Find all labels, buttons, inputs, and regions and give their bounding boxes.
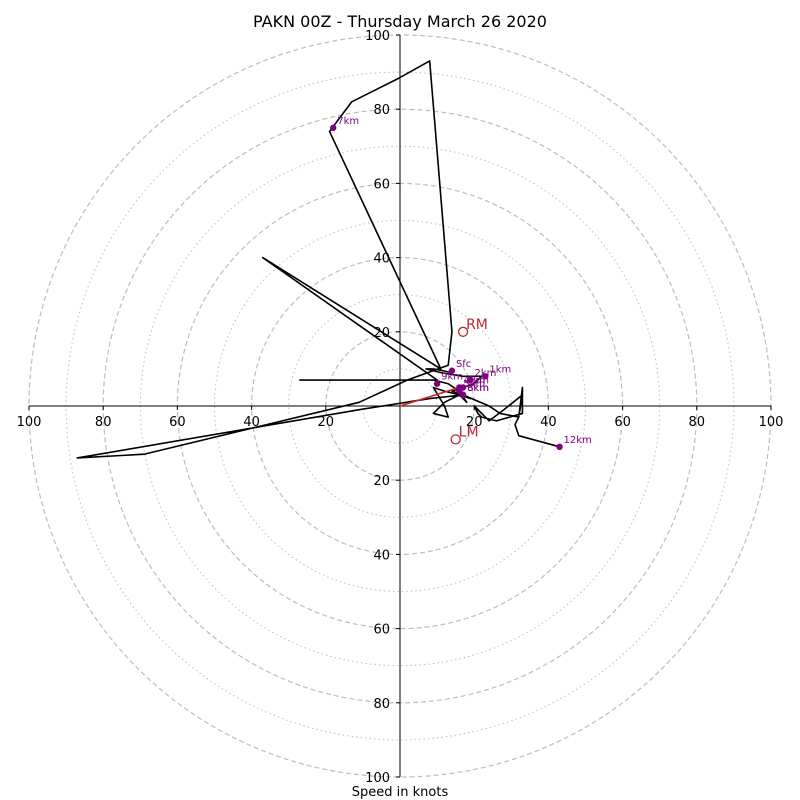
storm-motion-rm: RM: [457, 317, 488, 337]
height-marker-dot: [556, 443, 563, 451]
height-marker-label: 6km: [467, 383, 489, 394]
height-marker-label: 7km: [337, 116, 359, 127]
shear-vector-line: [399, 386, 460, 407]
y-tick-label: 100: [365, 29, 390, 44]
y-tick-label: 60: [373, 623, 390, 638]
x-tick-label: 60: [614, 415, 631, 430]
x-tick-label: 20: [318, 415, 335, 430]
height-marker-7km: 7km: [330, 116, 359, 131]
height-marker-dot: [467, 376, 474, 384]
height-marker-label: 5km: [463, 379, 485, 390]
height-marker-1km: 1km: [482, 364, 511, 380]
storm-motions: RM LM: [450, 317, 488, 445]
y-tick-label: 20: [373, 474, 390, 489]
height-marker-label: 2km: [474, 368, 496, 379]
chart-title: PAKN 00Z - Thursday March 26 2020: [253, 12, 547, 31]
height-marker-label: Sfc: [456, 359, 471, 370]
height-marker-dot: [482, 373, 489, 380]
height-marker-label: 3km: [467, 375, 489, 386]
height-marker-label: 4km: [463, 375, 485, 386]
height-marker-2km: 2km: [467, 368, 496, 384]
height-marker-label: 1km: [489, 364, 511, 375]
height-marker-12km: 12km: [556, 435, 592, 451]
y-tick-label: 40: [373, 548, 390, 563]
hodograph-line: [76, 60, 560, 459]
height-marker-sfc: Sfc: [448, 359, 471, 374]
height-marker-label: 8km: [467, 383, 489, 394]
height-marker-label: 9km: [441, 372, 463, 383]
x-axis-label: Speed in knots: [352, 785, 449, 800]
storm-motion-circle: [457, 326, 469, 337]
height-marker-dot: [330, 124, 337, 131]
height-marker-9km: 9km: [433, 372, 463, 387]
x-tick-label: 20: [466, 415, 483, 430]
height-marker-dot: [448, 367, 456, 374]
y-tick-label: 60: [373, 177, 390, 192]
axis-ticks: 1001008080606040402020202040406060808010…: [17, 29, 784, 786]
x-tick-label: 100: [17, 415, 42, 430]
x-tick-label: 40: [540, 415, 557, 430]
x-tick-label: 80: [95, 415, 112, 430]
height-marker-dot: [433, 380, 441, 387]
x-tick-label: 100: [759, 415, 784, 430]
y-tick-label: 80: [373, 697, 390, 712]
storm-motion-circle: [450, 434, 461, 445]
height-marker-8km: 8km: [459, 383, 489, 399]
storm-motion-label: RM: [466, 317, 488, 333]
y-tick-label: 100: [365, 771, 390, 786]
hodograph-series: [76, 60, 560, 459]
storm-motion-label: LM: [459, 424, 479, 440]
storm-motion-lm: LM: [450, 424, 479, 445]
x-tick-label: 40: [243, 415, 260, 430]
height-marker-label: 12km: [564, 435, 592, 446]
y-tick-label: 40: [373, 252, 390, 267]
x-tick-label: 60: [169, 415, 186, 430]
height-marker-dot: [459, 391, 467, 399]
y-tick-label: 80: [373, 103, 390, 118]
x-tick-label: 80: [689, 415, 706, 430]
